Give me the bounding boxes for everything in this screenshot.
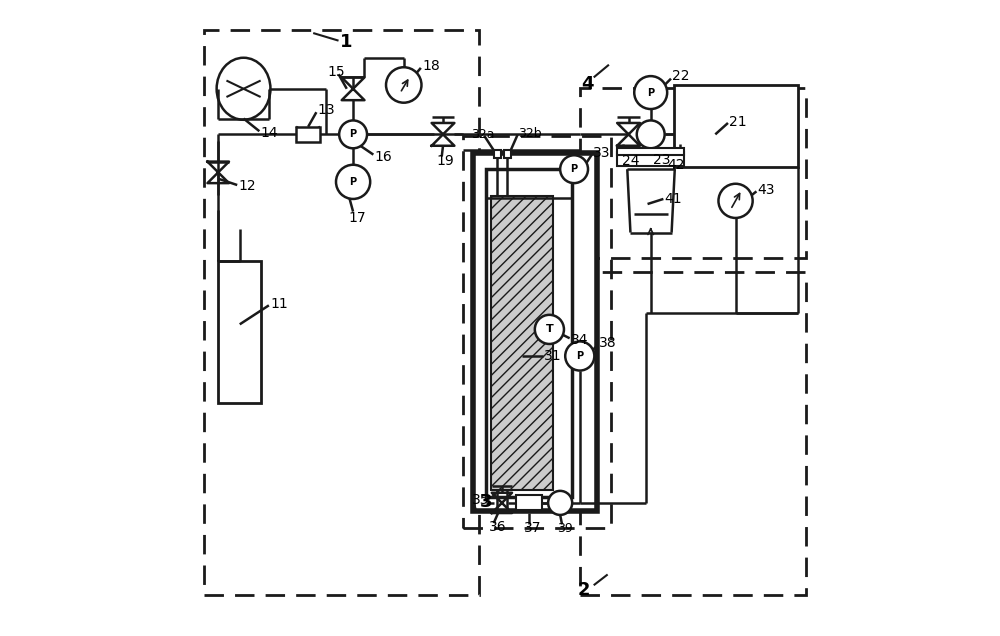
Bar (473, 153, 597, 511)
Text: 41: 41 (665, 192, 682, 206)
Text: 3: 3 (480, 493, 492, 511)
Bar (504, 150, 511, 158)
Text: 43: 43 (758, 183, 775, 197)
Circle shape (339, 120, 367, 148)
Text: 2: 2 (577, 581, 590, 599)
Bar (204, 30, 479, 595)
Bar (218, 261, 261, 403)
Text: P: P (350, 129, 357, 139)
Bar (617, 148, 684, 155)
Text: 1: 1 (340, 33, 353, 51)
Circle shape (637, 120, 665, 148)
Circle shape (560, 155, 588, 183)
Bar (580, 272, 806, 595)
Text: 33: 33 (593, 146, 611, 160)
Text: 17: 17 (348, 211, 366, 225)
Text: 42: 42 (667, 158, 685, 172)
Bar (617, 152, 684, 166)
Text: 31: 31 (544, 349, 562, 363)
Bar (580, 88, 806, 258)
Text: 23: 23 (653, 153, 671, 167)
Bar (494, 150, 501, 158)
Text: 24: 24 (622, 154, 640, 168)
Text: 13: 13 (318, 103, 335, 117)
Text: P: P (571, 164, 578, 174)
Ellipse shape (217, 58, 270, 120)
Text: 34: 34 (571, 333, 588, 347)
Text: 39: 39 (557, 522, 573, 536)
Text: 12: 12 (238, 179, 256, 193)
Text: 18: 18 (422, 59, 440, 73)
Bar (491, 196, 553, 490)
Text: 21: 21 (729, 114, 747, 128)
Circle shape (634, 76, 667, 109)
Bar (516, 495, 542, 511)
Text: 35: 35 (472, 494, 489, 508)
Text: P: P (647, 88, 654, 97)
Circle shape (565, 342, 594, 371)
Text: 32a: 32a (472, 128, 495, 141)
Text: 4: 4 (581, 74, 594, 93)
Circle shape (535, 315, 564, 344)
Text: 32b: 32b (518, 127, 541, 139)
Circle shape (718, 184, 753, 218)
Bar (674, 85, 798, 167)
Text: 14: 14 (261, 126, 278, 140)
Circle shape (386, 67, 421, 102)
Text: 22: 22 (672, 69, 690, 83)
Text: 38: 38 (599, 336, 617, 350)
Bar (486, 169, 572, 497)
Text: 19: 19 (437, 154, 454, 168)
Circle shape (336, 165, 370, 199)
Text: 36: 36 (489, 520, 506, 534)
Text: 16: 16 (375, 150, 392, 164)
Text: P: P (350, 177, 357, 187)
Bar (463, 136, 611, 529)
Bar (296, 127, 320, 142)
Circle shape (548, 491, 572, 515)
Text: 37: 37 (524, 522, 542, 536)
Text: P: P (576, 351, 583, 361)
Text: 15: 15 (328, 66, 345, 80)
Text: 11: 11 (270, 297, 288, 311)
Text: T: T (546, 324, 553, 335)
